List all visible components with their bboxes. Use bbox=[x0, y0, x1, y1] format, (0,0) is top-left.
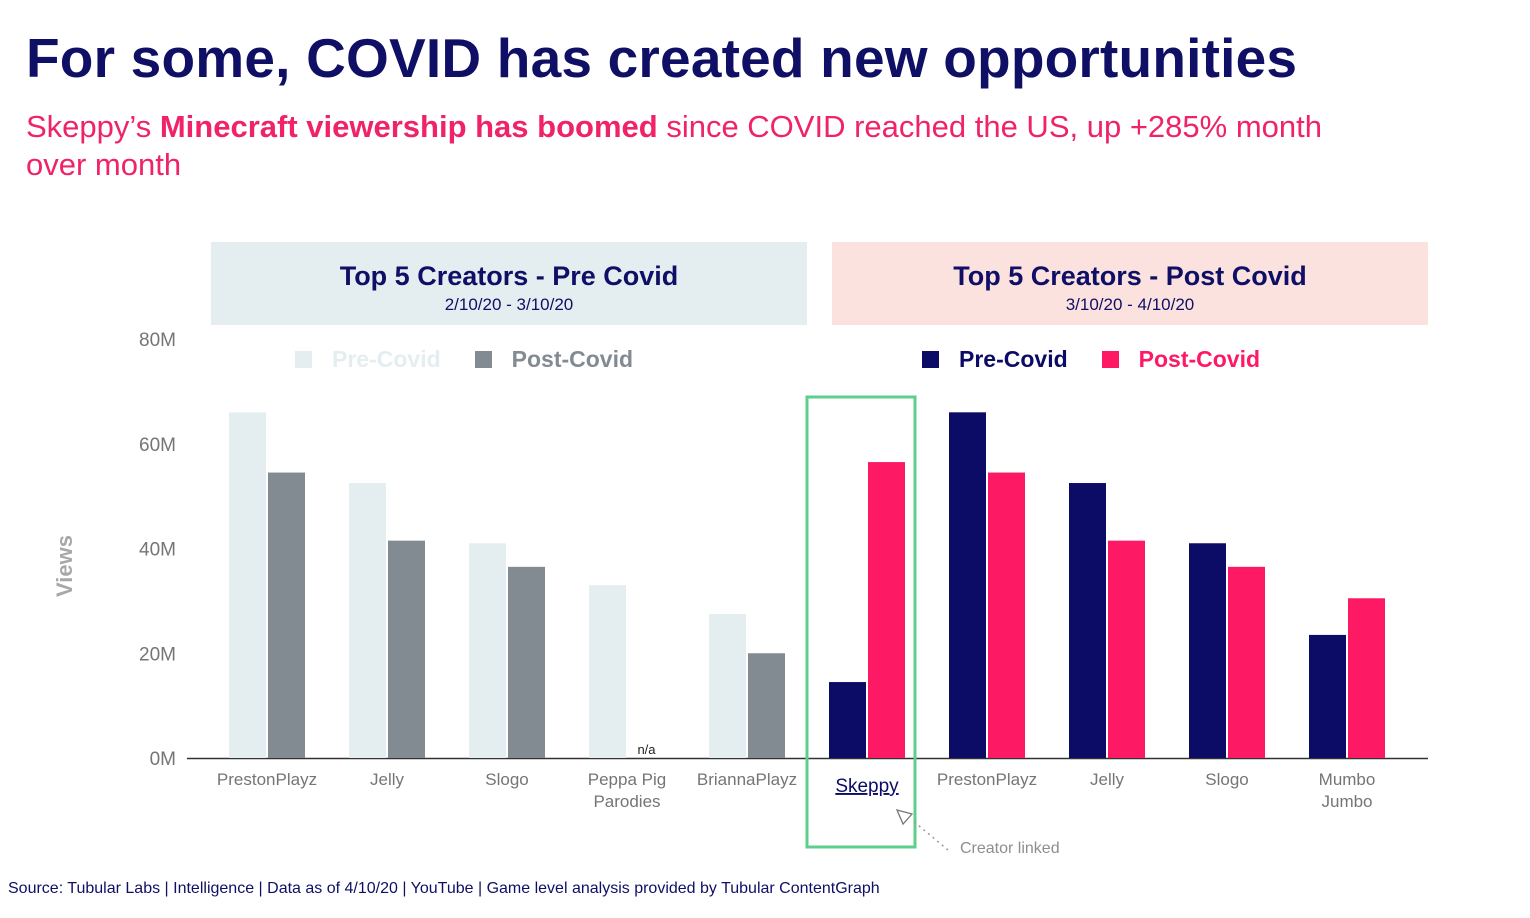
legend-swatch bbox=[474, 351, 492, 368]
page-subtitle: Skeppy’s Minecraft viewership has boomed… bbox=[26, 108, 1326, 184]
legend-swatch bbox=[1101, 351, 1119, 368]
x-tick-label: PrestonPlayz bbox=[217, 770, 317, 789]
subtitle-suffix: since COVID reached the US, up +285% mon… bbox=[26, 109, 1322, 182]
post-covid-panel: Top 5 Creators - Post Covid 3/10/20 - 4/… bbox=[832, 242, 1428, 325]
bar bbox=[229, 412, 266, 758]
y-axis-title: Views bbox=[52, 535, 77, 597]
pre-covid-panel-range: 2/10/20 - 3/10/20 bbox=[444, 295, 574, 314]
bar bbox=[949, 412, 986, 758]
bar bbox=[1189, 543, 1226, 758]
legend-item: Pre-Covid bbox=[922, 346, 1068, 373]
legend-post-group: Pre-Covid Post-Covid bbox=[922, 346, 1294, 373]
legend-item: Post-Covid bbox=[474, 346, 634, 373]
bar bbox=[988, 472, 1025, 758]
x-tick-label: BriannaPlayz bbox=[697, 770, 797, 789]
bar bbox=[829, 682, 866, 758]
bar bbox=[1309, 634, 1346, 758]
x-tick-label: Mumbo bbox=[1319, 770, 1376, 789]
subtitle-highlight: Minecraft viewership has boomed bbox=[159, 109, 658, 144]
source-footnote: Source: Tubular Labs | Intelligence | Da… bbox=[8, 880, 880, 897]
bar bbox=[1069, 483, 1106, 758]
bar bbox=[469, 543, 506, 758]
y-tick-label: 40M bbox=[139, 540, 176, 561]
legend-label: Post-Covid bbox=[511, 346, 634, 372]
bar bbox=[1348, 598, 1385, 758]
post-covid-panel-title: Top 5 Creators - Post Covid bbox=[953, 261, 1307, 291]
x-tick-label: Jelly bbox=[1090, 770, 1125, 789]
bar bbox=[709, 613, 746, 758]
x-tick-label: Peppa Pig bbox=[588, 770, 666, 789]
y-tick-label: 20M bbox=[139, 644, 176, 665]
bar bbox=[1228, 566, 1265, 758]
y-tick-label: 0M bbox=[150, 749, 176, 770]
legend-pre-group: Pre-Covid Post-Covid bbox=[295, 346, 667, 373]
y-tick-label: 80M bbox=[139, 330, 176, 351]
annotation-text: Creator linked bbox=[960, 840, 1060, 857]
x-tick-label: Slogo bbox=[485, 770, 528, 789]
bar bbox=[349, 483, 386, 758]
x-tick-label: Parodies bbox=[593, 792, 660, 811]
creator-link-skeppy[interactable]: Skeppy bbox=[835, 776, 899, 797]
x-tick-label: Slogo bbox=[1205, 770, 1248, 789]
highlight-box bbox=[805, 395, 917, 849]
bar bbox=[1108, 540, 1145, 758]
legend-swatch bbox=[295, 351, 312, 368]
bar bbox=[508, 566, 545, 758]
legend-swatch bbox=[922, 351, 939, 368]
legend-item: Post-Covid bbox=[1101, 346, 1261, 373]
legend-item: Pre-Covid bbox=[295, 346, 441, 373]
na-label: n/a bbox=[637, 742, 656, 757]
x-tick-label: Jumbo bbox=[1321, 792, 1372, 811]
legend-label: Pre-Covid bbox=[332, 346, 441, 372]
y-tick-label: 60M bbox=[139, 435, 176, 456]
bar bbox=[388, 540, 425, 758]
bar bbox=[268, 472, 305, 758]
annotation-connector bbox=[911, 819, 949, 851]
bar bbox=[589, 585, 626, 758]
post-covid-panel-range: 3/10/20 - 4/10/20 bbox=[1065, 295, 1195, 314]
bar bbox=[748, 653, 785, 758]
legend-label: Pre-Covid bbox=[959, 346, 1068, 372]
cursor-arrow-icon bbox=[895, 809, 914, 826]
subtitle-prefix: Skeppy’s bbox=[26, 109, 160, 144]
pre-covid-panel-title: Top 5 Creators - Pre Covid bbox=[339, 261, 679, 291]
bar bbox=[868, 462, 905, 758]
legend-label: Post-Covid bbox=[1138, 346, 1261, 372]
x-tick-label: PrestonPlayz bbox=[937, 770, 1037, 789]
x-tick-label: Jelly bbox=[370, 770, 405, 789]
pre-covid-panel: Top 5 Creators - Pre Covid 2/10/20 - 3/1… bbox=[211, 242, 807, 325]
page-title: For some, COVID has created new opportun… bbox=[26, 27, 1298, 89]
